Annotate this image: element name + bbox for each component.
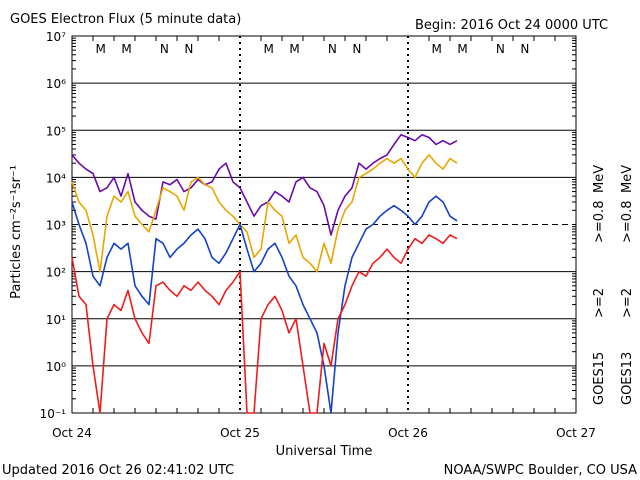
legend-ge2-blue: >=2 (592, 288, 607, 318)
gridlines (72, 36, 576, 413)
midnight-marker: M (432, 42, 442, 56)
y-tick-label: 10⁶ (46, 77, 66, 91)
legend-mev-1: MeV (592, 165, 607, 193)
y-tick-label: 10⁰ (46, 360, 66, 374)
x-tick-label: Oct 27 (556, 426, 596, 440)
series-line-3 (71, 195, 458, 414)
noon-marker: N (520, 42, 529, 56)
y-tick-label: 10³ (46, 219, 66, 233)
y-tick-label: 10⁵ (46, 124, 66, 138)
noon-marker: N (160, 42, 169, 56)
y-axis-ticks: 10⁻¹ 10⁰ 10¹ 10² 10³ 10⁴ 10⁵ 10⁶ 10⁷ (40, 30, 576, 421)
legend-mev-2: MeV (620, 165, 635, 193)
noon-marker: N (496, 42, 505, 56)
y-axis-title: Particles cm⁻²s⁻¹sr⁻¹ (9, 165, 24, 299)
y-tick-label: 10¹ (46, 313, 66, 327)
series-group (71, 134, 458, 414)
legend-goes13: GOES13 (620, 352, 635, 405)
midnight-marker: M (121, 42, 131, 56)
series-line-2 (71, 154, 458, 273)
y-tick-label: 10² (46, 266, 66, 280)
midnight-marker: M (96, 42, 106, 56)
noon-marker: N (184, 42, 193, 56)
x-axis-title: Universal Time (276, 444, 373, 459)
x-tick-label: Oct 24 (52, 426, 92, 440)
x-tick-label: Oct 25 (220, 426, 260, 440)
midnight-marker: M (289, 42, 299, 56)
begin-time: Begin: 2016 Oct 24 0000 UTC (415, 18, 608, 33)
midnight-marker: M (457, 42, 467, 56)
y-tick-label: 10⁴ (46, 171, 66, 185)
series-line-1 (71, 134, 458, 236)
midnight-marker: M (264, 42, 274, 56)
noon-marker: N (328, 42, 337, 56)
legend-ge2-red: >=2 (620, 288, 635, 318)
x-tick-label: Oct 26 (388, 426, 428, 440)
chart-title: GOES Electron Flux (5 minute data) (10, 12, 241, 27)
y-tick-label: 10⁻¹ (40, 407, 67, 421)
legend-ge08-purple: >=0.8 (592, 201, 607, 243)
x-axis-ticks: Oct 24 Oct 25 Oct 26 Oct 27 (52, 36, 596, 440)
updated-time: Updated 2016 Oct 26 02:41:02 UTC (2, 463, 234, 478)
legend-ge08-orange: >=0.8 (620, 201, 635, 243)
legend-goes15: GOES15 (592, 352, 607, 405)
series-line-4 (71, 234, 458, 414)
y-tick-label: 10⁷ (46, 30, 66, 44)
noon-marker: N (352, 42, 361, 56)
credit: NOAA/SWPC Boulder, CO USA (444, 463, 637, 478)
right-legend: GOES15 GOES13 >=2 >=0.8 >=2 >=0.8 MeV Me… (592, 165, 635, 405)
